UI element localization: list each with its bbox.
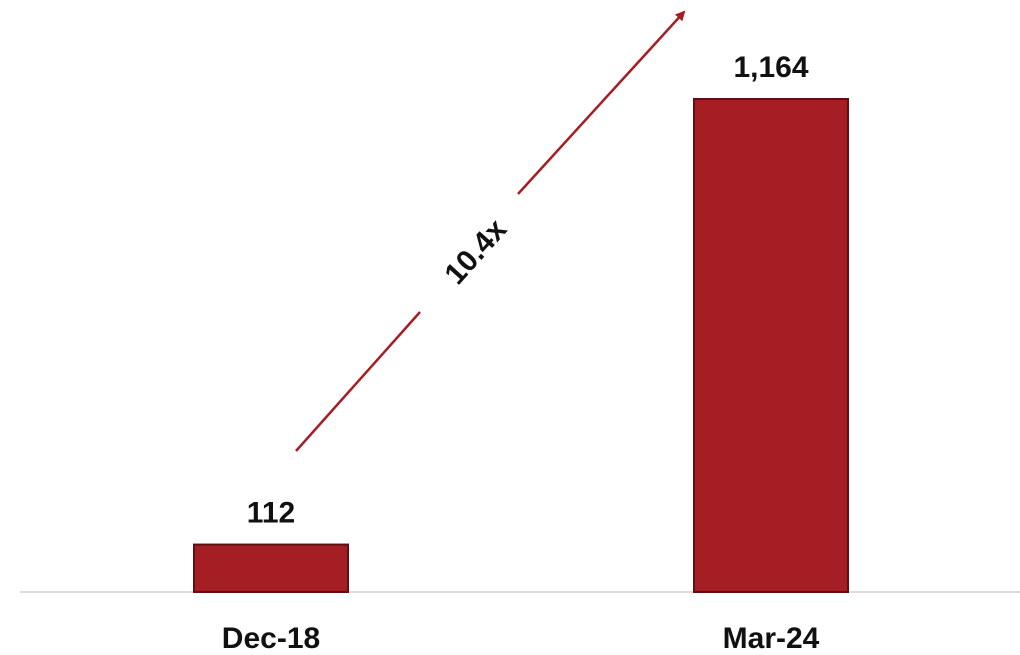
growth-multiplier-label: 10.4x — [438, 213, 513, 291]
growth-arrow-lower — [295, 311, 421, 452]
bar-mar-24 — [693, 98, 849, 593]
category-label-dec-18: Dec-18 — [222, 622, 320, 655]
data-label-dec-18: 112 — [247, 497, 295, 530]
bar-dec-18 — [193, 543, 349, 594]
growth-arrow-upper — [517, 10, 686, 195]
data-label-mar-24: 1,164 — [733, 51, 808, 84]
category-label-mar-24: Mar-24 — [723, 622, 820, 655]
